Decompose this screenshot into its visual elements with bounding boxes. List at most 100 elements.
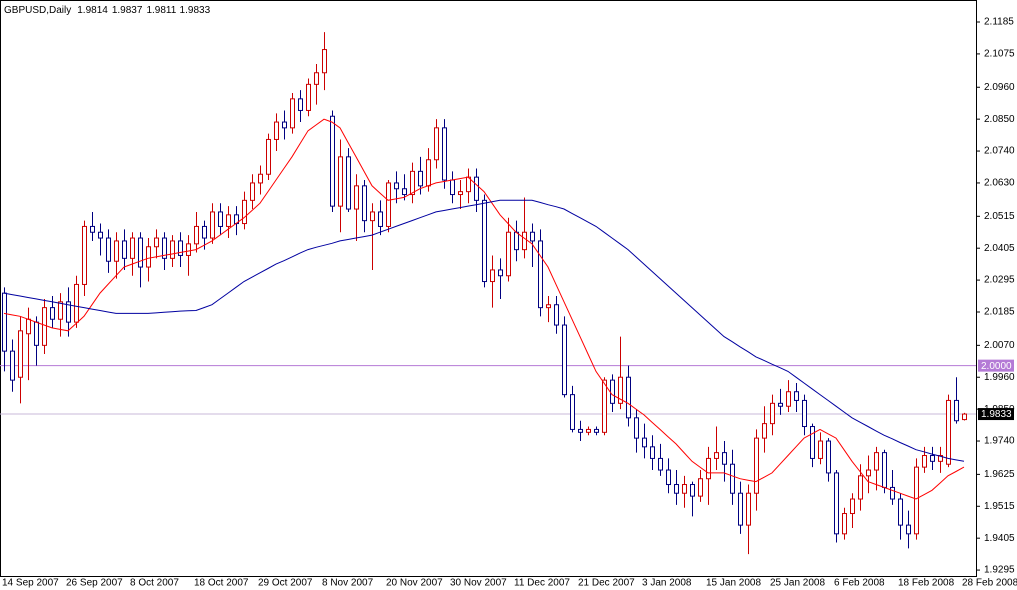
- candle-body: [474, 176, 479, 201]
- candle-body: [178, 240, 183, 256]
- candle-body: [50, 307, 55, 320]
- title-low: 1.9811: [146, 5, 176, 16]
- candle-body: [610, 379, 615, 404]
- candle-body: [602, 379, 607, 433]
- price-box: [978, 408, 1014, 421]
- candle-body: [434, 127, 439, 161]
- candle-body: [154, 237, 159, 248]
- candle-body: [114, 240, 119, 262]
- x-tick-label: 8 Nov 2007: [322, 578, 374, 589]
- candle-body: [682, 484, 687, 494]
- x-tick-label: 15 Jan 2008: [706, 578, 761, 589]
- x-tick-label: 6 Feb 2008: [834, 578, 885, 589]
- candle-body: [786, 391, 791, 407]
- candle-body: [570, 394, 575, 430]
- x-tick-label: 20 Nov 2007: [386, 578, 443, 589]
- x-tick-label: 28 Feb 2008: [962, 578, 1017, 589]
- candle-body: [370, 211, 375, 222]
- title-close: 1.9833: [180, 5, 211, 16]
- title-open: 1.9814: [77, 5, 108, 16]
- candle-body: [338, 156, 343, 207]
- candle-body: [426, 159, 431, 187]
- x-tick-label: 18 Oct 2007: [194, 578, 249, 589]
- candle-body: [314, 72, 319, 85]
- candle-body: [442, 127, 447, 181]
- candle-body: [850, 498, 855, 515]
- title-high: 1.9837: [112, 5, 143, 16]
- candle-body: [274, 121, 279, 140]
- candle-body: [282, 121, 287, 129]
- candle-body: [746, 492, 751, 526]
- candle-body: [514, 231, 519, 251]
- candle-body: [450, 179, 455, 196]
- candle-body: [554, 304, 559, 326]
- candle-body: [810, 426, 815, 459]
- candle-body: [506, 231, 511, 277]
- candle-body: [362, 185, 367, 222]
- candle-body: [778, 402, 783, 407]
- candle-body: [162, 237, 167, 259]
- candle-body: [90, 225, 95, 233]
- candle-body: [98, 231, 103, 239]
- candle-body: [650, 446, 655, 459]
- candle-body: [586, 428, 591, 433]
- candle-body: [138, 237, 143, 268]
- candle-body: [906, 524, 911, 535]
- moving-average: [3, 118, 965, 500]
- x-tick-label: 29 Oct 2007: [258, 578, 313, 589]
- chart-title: GBPUSD,Daily 1.9814 1.9837 1.9811 1.9833: [4, 5, 211, 16]
- candle-body: [922, 455, 927, 468]
- x-tick-label: 8 Oct 2007: [130, 578, 179, 589]
- candle-body: [954, 399, 959, 422]
- x-tick-label: 30 Nov 2007: [450, 578, 507, 589]
- candle-body: [938, 455, 943, 462]
- candle-body: [106, 237, 111, 262]
- candle-body: [770, 402, 775, 425]
- y-tick-label: 2.1185: [984, 17, 1014, 28]
- candle-body: [706, 457, 711, 480]
- candle-body: [218, 211, 223, 227]
- plot-frame: [0, 0, 977, 577]
- candle-body: [10, 350, 15, 381]
- x-tick-label: 18 Feb 2008: [898, 578, 955, 589]
- candle-body: [122, 240, 127, 259]
- x-tick-label: 11 Dec 2007: [514, 578, 570, 589]
- y-tick-label: 2.0960: [984, 82, 1015, 93]
- candle-body: [74, 283, 79, 323]
- candle-body: [834, 472, 839, 535]
- candle-body: [930, 455, 935, 462]
- y-tick-label: 2.0185: [984, 307, 1015, 318]
- y-tick-label: 1.9740: [984, 436, 1015, 447]
- candle-body: [946, 399, 951, 465]
- candle-body: [890, 486, 895, 500]
- candle-body: [722, 452, 727, 465]
- candle-body: [354, 185, 359, 210]
- candle-body: [346, 156, 351, 210]
- candle-body: [714, 452, 719, 459]
- candle-body: [402, 188, 407, 196]
- candle-body: [306, 83, 311, 111]
- y-tick-label: 1.9960: [984, 372, 1015, 383]
- candle-body: [26, 318, 31, 335]
- candle-body: [826, 440, 831, 474]
- candle-body: [578, 428, 583, 433]
- candle-body: [594, 428, 599, 433]
- candle-body: [42, 307, 47, 346]
- candle-body: [962, 413, 967, 421]
- x-tick-label: 26 Sep 2007: [66, 578, 123, 589]
- candle-body: [490, 269, 495, 283]
- level-box: [978, 359, 1014, 372]
- y-tick-label: 2.0850: [984, 114, 1015, 125]
- candle-body: [482, 199, 487, 283]
- candle-body: [458, 191, 463, 196]
- title-symbol: GBPUSD,Daily: [4, 5, 71, 16]
- y-tick-label: 2.0740: [984, 146, 1015, 157]
- candle-body: [170, 240, 175, 259]
- candle-body: [186, 243, 191, 256]
- candle-body: [82, 225, 87, 285]
- candle-body: [330, 115, 335, 207]
- x-tick-label: 25 Jan 2008: [770, 578, 825, 589]
- y-tick-label: 1.9625: [984, 469, 1015, 480]
- candle-body: [794, 391, 799, 401]
